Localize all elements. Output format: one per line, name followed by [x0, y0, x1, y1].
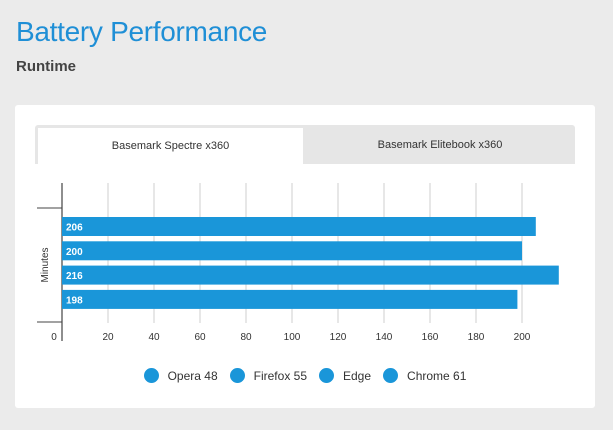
- legend-label: Opera 48: [167, 368, 218, 383]
- x-tick-label: 160: [422, 332, 439, 343]
- x-tick-label: 60: [194, 332, 206, 343]
- chart-legend: Opera 48 Firefox 55 Edge Chrome 61: [15, 368, 595, 383]
- legend-dot-icon: [229, 368, 245, 383]
- x-tick-label: 0: [51, 332, 57, 343]
- bar-value-label: 198: [66, 295, 83, 306]
- page-title: Battery Performance: [16, 16, 268, 47]
- chart-card: Basemark Spectre x360 Basemark Elitebook…: [15, 105, 595, 408]
- bar-value-label: 206: [66, 223, 83, 234]
- tab-basemark-spectre[interactable]: Basemark Spectre x360: [38, 128, 303, 164]
- bar: [62, 241, 522, 261]
- bar: [62, 289, 518, 309]
- bar: [62, 217, 536, 236]
- tab-basemark-elitebook[interactable]: Basemark Elitebook x360: [377, 138, 503, 151]
- legend-dot-icon: [383, 368, 399, 383]
- bar-value-label: 216: [66, 271, 83, 282]
- bar-value-label: 200: [66, 247, 83, 258]
- legend-label: Chrome 61: [407, 368, 467, 383]
- legend-dot-icon: [143, 368, 159, 383]
- legend-item-firefox[interactable]: Firefox 55: [229, 368, 307, 383]
- legend-item-opera[interactable]: Opera 48: [143, 368, 218, 383]
- chart-tabs: Basemark Spectre x360 Basemark Elitebook…: [35, 125, 575, 164]
- bar-chart: Minutes 206 200 216 198 0 20 40 60 80 100 120 140 160…: [37, 183, 559, 343]
- legend-label: Edge: [343, 368, 372, 383]
- legend-label: Firefox 55: [253, 368, 307, 383]
- y-axis-label: Minutes: [40, 247, 51, 282]
- x-tick-label: 140: [376, 332, 393, 343]
- legend-item-chrome[interactable]: Chrome 61: [383, 368, 466, 383]
- legend-dot-icon: [319, 368, 334, 383]
- x-tick-label: 80: [240, 332, 252, 343]
- x-tick-label: 120: [330, 332, 347, 343]
- x-tick-label: 20: [102, 332, 114, 343]
- legend-item-edge[interactable]: Edge: [319, 368, 371, 383]
- page-subtitle: Runtime: [16, 58, 76, 75]
- x-tick-label: 200: [514, 332, 531, 343]
- x-tick-label: 100: [284, 332, 301, 343]
- x-tick-label: 40: [148, 332, 160, 343]
- x-tick-label: 180: [468, 332, 485, 343]
- bar: [62, 265, 559, 285]
